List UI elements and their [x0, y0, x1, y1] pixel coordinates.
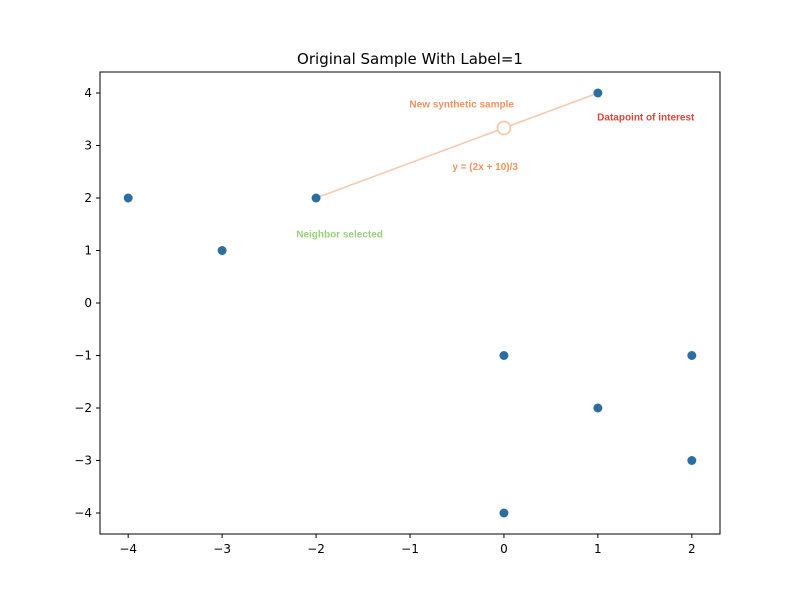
data-points — [123, 88, 697, 518]
data-point — [687, 351, 697, 360]
y-tick-label: −4 — [74, 506, 92, 520]
data-point — [499, 508, 509, 518]
y-axis: −4 −3 −2 −1 0 1 2 3 4 — [74, 86, 100, 520]
y-tick-label: −2 — [74, 401, 92, 415]
data-point — [687, 456, 697, 465]
data-point — [593, 403, 603, 413]
data-point — [123, 193, 133, 203]
interpolation-layer — [315, 92, 599, 199]
x-tick-label: 0 — [500, 542, 508, 556]
data-point — [217, 246, 227, 255]
annotation-synthetic: New synthetic sample — [409, 100, 514, 111]
annotations: New synthetic sample Datapoint of interes… — [296, 100, 695, 241]
y-tick-label: 2 — [84, 191, 92, 205]
data-point — [311, 193, 321, 203]
x-tick-label: −4 — [119, 542, 137, 556]
x-tick-label: −2 — [307, 542, 325, 556]
x-tick-label: −3 — [213, 542, 231, 556]
annotation-neighbor: Neighbor selected — [296, 229, 383, 240]
data-point — [593, 88, 603, 98]
synthetic-sample-point — [496, 120, 512, 136]
y-tick-label: −1 — [74, 349, 92, 363]
data-point — [499, 351, 509, 360]
chart-title: Original Sample With Label=1 — [297, 50, 523, 68]
x-tick-label: 2 — [688, 542, 696, 556]
y-tick-label: 0 — [84, 296, 92, 310]
y-tick-label: 1 — [84, 244, 92, 258]
annotation-interest: Datapoint of interest — [597, 112, 695, 123]
annotation-equation: y = (2x + 10)/3 — [452, 162, 518, 173]
y-tick-label: −3 — [74, 454, 92, 468]
x-tick-label: 1 — [594, 542, 602, 556]
x-axis: −4 −3 −2 −1 0 1 2 — [119, 534, 696, 556]
y-tick-label: 4 — [84, 86, 92, 100]
plot-area-frame — [99, 71, 721, 535]
y-tick-label: 3 — [84, 139, 92, 153]
x-tick-label: −1 — [401, 542, 419, 556]
interpolation-line — [315, 92, 599, 199]
